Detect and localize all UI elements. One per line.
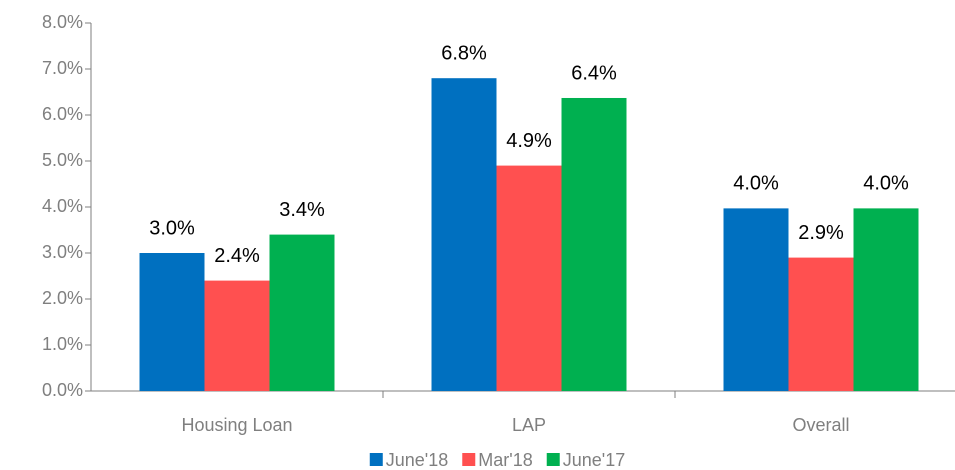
- data-label: 4.9%: [506, 130, 552, 152]
- y-tick-label: 4.0%: [42, 196, 83, 216]
- legend-swatch: [546, 453, 560, 466]
- bar: [204, 280, 270, 391]
- y-tick-label: 3.0%: [42, 242, 83, 262]
- y-tick-label: 6.0%: [42, 104, 83, 124]
- y-tick-label: 8.0%: [42, 12, 83, 32]
- bar: [431, 78, 497, 391]
- bar: [788, 257, 854, 391]
- data-label: 6.8%: [441, 42, 487, 64]
- y-tick-label: 0.0%: [42, 380, 83, 400]
- bar: [853, 208, 919, 391]
- bar: [496, 165, 562, 391]
- data-label: 4.0%: [733, 173, 779, 195]
- bar: [139, 253, 205, 391]
- x-tick-label: Housing Loan: [181, 415, 292, 435]
- data-label: 3.4%: [279, 199, 325, 221]
- bar: [269, 234, 335, 391]
- data-label: 2.4%: [214, 245, 260, 267]
- x-tick-label: Overall: [792, 415, 849, 435]
- data-label: 6.4%: [571, 62, 617, 84]
- y-tick-label: 5.0%: [42, 150, 83, 170]
- legend-label: June'17: [563, 450, 626, 470]
- legend-label: June'18: [386, 450, 449, 470]
- y-tick-label: 1.0%: [42, 334, 83, 354]
- x-tick-label: LAP: [512, 415, 546, 435]
- y-tick-label: 2.0%: [42, 288, 83, 308]
- data-label: 2.9%: [798, 222, 844, 244]
- bar: [723, 208, 789, 391]
- bar: [561, 97, 627, 391]
- data-label: 4.0%: [863, 173, 909, 195]
- legend-label: Mar'18: [478, 450, 532, 470]
- y-tick-label: 7.0%: [42, 58, 83, 78]
- legend-swatch: [462, 453, 476, 466]
- data-label: 3.0%: [149, 217, 195, 239]
- legend-swatch: [369, 453, 383, 466]
